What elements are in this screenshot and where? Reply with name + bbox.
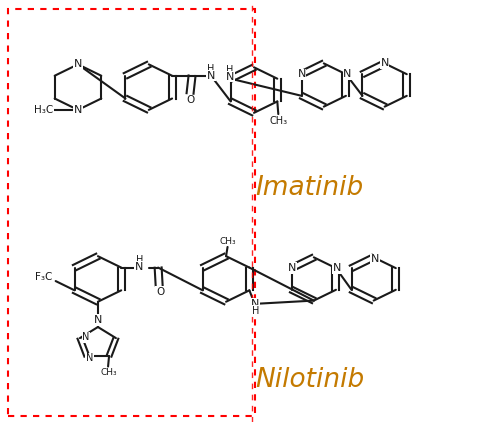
Text: CH₃: CH₃ [269, 116, 287, 126]
Text: H: H [136, 255, 143, 265]
Text: H: H [226, 65, 234, 75]
Text: Imatinib: Imatinib [256, 175, 364, 201]
Text: N: N [74, 105, 82, 115]
Text: N: N [344, 69, 351, 79]
Text: N: N [86, 353, 93, 363]
Text: N: N [94, 315, 102, 325]
Text: H₃C: H₃C [34, 105, 54, 115]
Text: Nilotinib: Nilotinib [255, 367, 364, 393]
Text: CH₃: CH₃ [100, 368, 117, 377]
Text: N: N [333, 263, 341, 273]
Text: O: O [156, 287, 164, 297]
Text: N: N [207, 71, 215, 81]
Text: CH₃: CH₃ [220, 236, 236, 245]
Text: N: N [251, 299, 260, 309]
Text: N: N [135, 262, 143, 272]
Text: N: N [288, 263, 296, 273]
Text: H: H [252, 305, 259, 316]
Text: N: N [370, 255, 379, 264]
Text: N: N [82, 332, 90, 342]
Text: N: N [380, 58, 389, 69]
Text: H: H [208, 64, 214, 74]
Text: N: N [226, 71, 234, 82]
Text: F₃C: F₃C [35, 272, 52, 282]
Text: N: N [74, 59, 82, 69]
Text: N: N [298, 69, 306, 79]
Bar [8, 9, 255, 416]
Text: O: O [186, 95, 194, 105]
